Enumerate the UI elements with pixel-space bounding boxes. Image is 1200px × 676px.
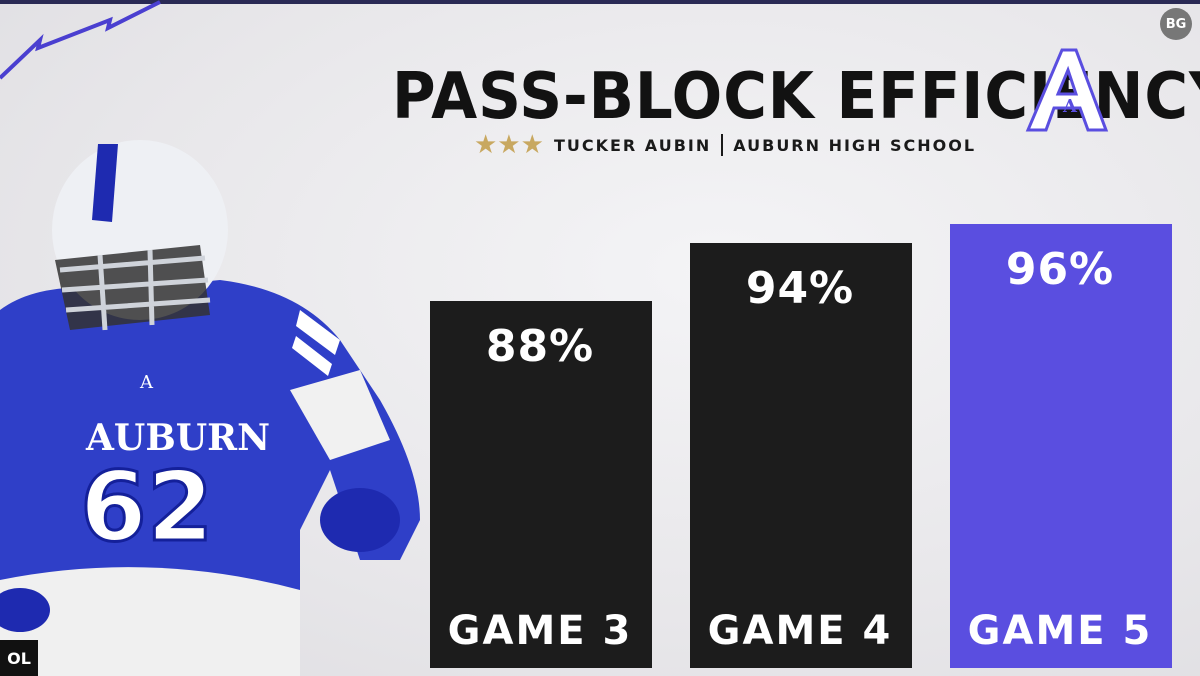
bar-value-label: 94%: [745, 263, 855, 315]
subtitle-row: ★★★ TUCKER AUBIN AUBURN HIGH SCHOOL: [474, 130, 976, 160]
corner-logo-badge: BG: [1160, 8, 1192, 40]
three-star-rating-icon: ★★★: [474, 130, 544, 160]
school-name: AUBURN HIGH SCHOOL: [733, 135, 977, 155]
category-label: GAME 4: [707, 608, 893, 654]
jersey-text: AUBURN: [85, 417, 270, 459]
auburn-a-logo-icon: A: [1025, 48, 1109, 132]
top-border-line: [0, 0, 1200, 4]
bar-game-3: [430, 301, 652, 668]
category-label: GAME 5: [967, 608, 1153, 654]
position-badge: OL: [0, 640, 38, 676]
position-badge-text: OL: [7, 648, 31, 668]
jersey-chest-letter: A: [139, 372, 154, 393]
bar-game-4: [690, 243, 912, 668]
category-label: GAME 3: [447, 608, 633, 654]
bar-value-label: 96%: [1005, 244, 1115, 295]
jersey-number: 62: [80, 451, 214, 563]
player-name: TUCKER AUBIN: [553, 135, 712, 155]
subtitle-divider: [721, 134, 724, 156]
bar-value-label: 88%: [485, 321, 595, 373]
player-photo: AUBURN 62 A: [0, 140, 420, 676]
logo-letter: A: [1062, 96, 1078, 117]
lightning-stroke-icon: [0, 0, 161, 80]
corner-logo-text: BG: [1165, 16, 1187, 32]
chart-title: PASS-BLOCK EFFICIENCY: [392, 60, 1200, 134]
bar-game-5: [950, 224, 1172, 668]
